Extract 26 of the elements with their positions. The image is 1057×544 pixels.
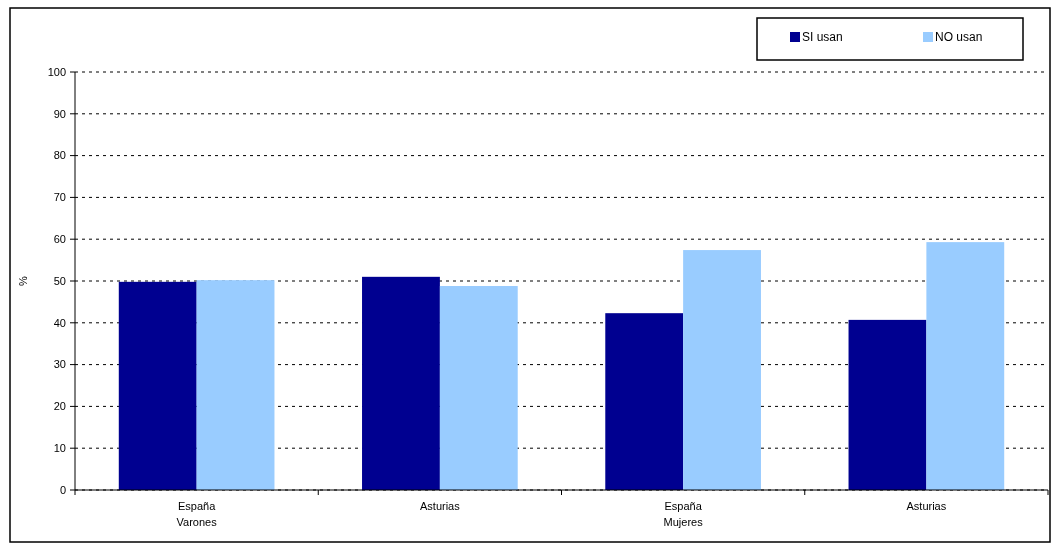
y-tick-label: 80	[53, 149, 66, 162]
y-tick-label: 60	[53, 233, 66, 246]
legend-label: NO usan	[935, 30, 983, 45]
bar	[362, 276, 440, 490]
x-tick-label: España Mujeres	[663, 500, 704, 528]
bar	[605, 313, 684, 490]
legend-label: SI usan	[802, 30, 843, 45]
bar	[848, 319, 927, 490]
y-tick-label: 40	[53, 316, 66, 329]
y-tick-label: 100	[47, 65, 66, 78]
y-tick-label: 0	[59, 483, 66, 496]
y-tick-label: 10	[53, 442, 66, 455]
bar	[926, 242, 1005, 490]
y-tick-label: 70	[53, 191, 66, 204]
y-tick-label: 50	[53, 274, 66, 287]
y-tick-label: 30	[53, 358, 66, 371]
bar	[196, 280, 275, 490]
x-tick-label: Asturias	[906, 500, 947, 512]
bar	[439, 286, 518, 490]
bar	[683, 250, 761, 490]
x-tick-label: España Varones	[176, 500, 218, 528]
y-axis-title: %	[17, 275, 29, 286]
y-tick-label: 20	[53, 400, 66, 413]
x-tick-label: Asturias	[420, 500, 461, 512]
bar	[118, 281, 197, 490]
y-tick-label: 90	[53, 107, 66, 120]
